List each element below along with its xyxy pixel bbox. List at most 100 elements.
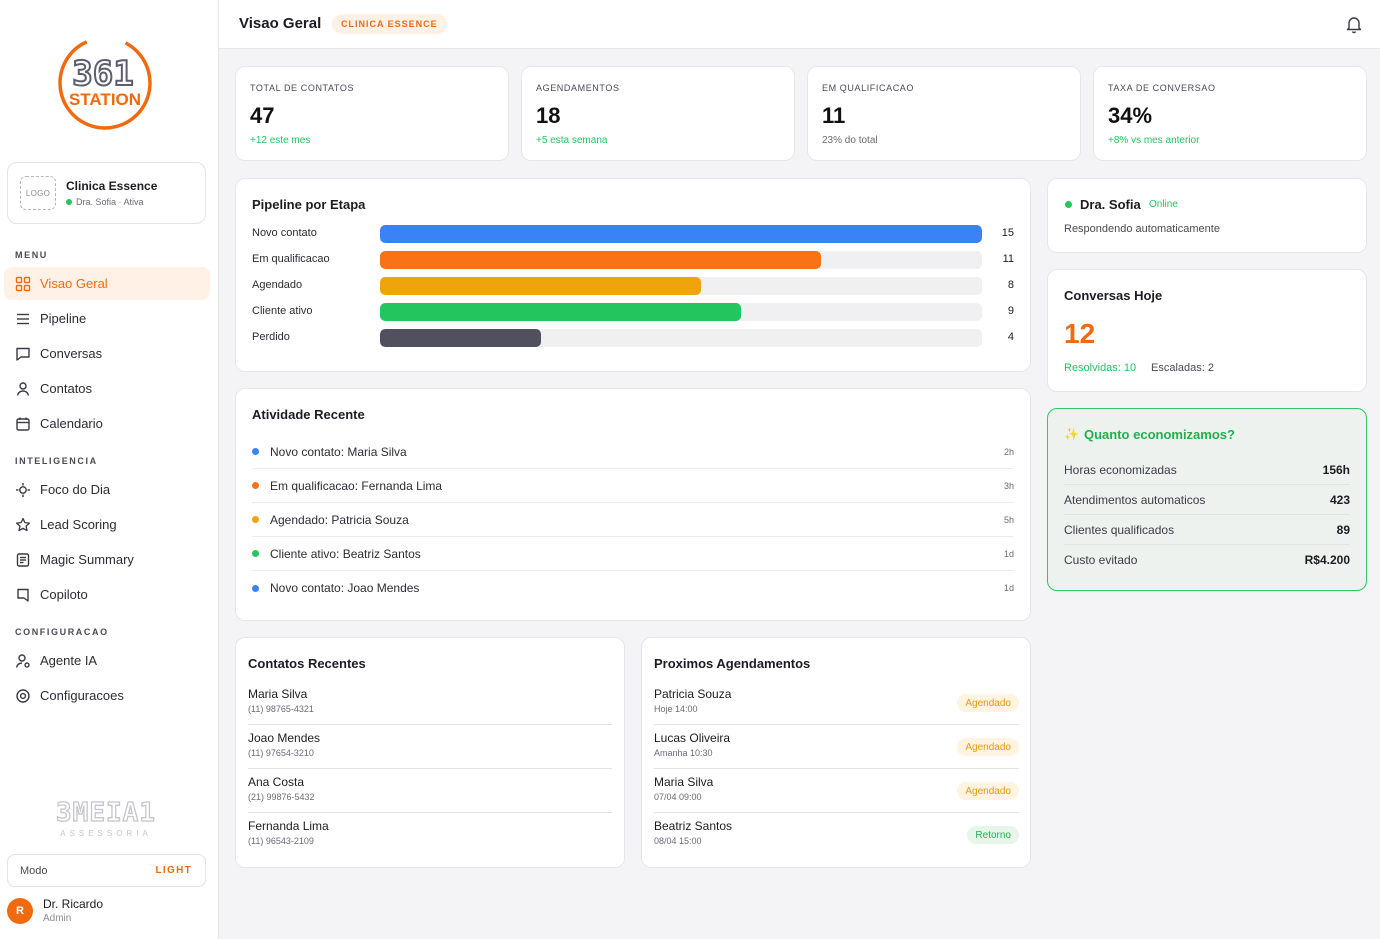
stat-label: EM QUALIFICACAO xyxy=(822,83,915,93)
activity-item[interactable]: Novo contato: Maria Silva 2h xyxy=(252,435,1014,469)
contact-phone: (11) 96543-2109 xyxy=(248,836,314,846)
stat-label: TOTAL DE CONTATOS xyxy=(250,83,355,93)
agent-status: Online xyxy=(1149,199,1178,210)
pipeline-title: Pipeline por Etapa xyxy=(252,197,366,212)
savings-label: Custo evitado xyxy=(1064,553,1138,567)
stat-sub: +8% vs mes anterior xyxy=(1108,135,1200,146)
activity-time: 3h xyxy=(1003,480,1014,491)
activity-item[interactable]: Novo contato: Joao Mendes 1d xyxy=(252,571,1014,605)
nav-item-pipeline[interactable]: Pipeline xyxy=(4,302,210,335)
appointments-card: Proximos Agendamentos Patricia Souza Hoj… xyxy=(641,637,1031,868)
list-icon xyxy=(17,313,29,324)
nav-item-label: Visao Geral xyxy=(40,276,108,291)
nav-item-label: Calendario xyxy=(40,416,103,431)
contact-row[interactable]: Joao Mendes (11) 97654-3210 xyxy=(248,725,612,769)
user-name: Dr. Ricardo xyxy=(43,897,104,911)
savings-value: 423 xyxy=(1329,492,1350,507)
savings-value: 89 xyxy=(1336,522,1350,537)
assessoria-logo: 3MEIA1 ASSESSORIA xyxy=(55,797,155,838)
page-title: Visao Geral xyxy=(239,15,322,32)
activity-text: Novo contato: Joao Mendes xyxy=(270,581,420,595)
nav-item-conversas[interactable]: Conversas xyxy=(4,337,210,370)
contact-row[interactable]: Fernanda Lima (11) 96543-2109 xyxy=(248,813,612,857)
online-dot xyxy=(1065,201,1072,208)
pipeline-row[interactable]: Cliente ativo 9 xyxy=(252,303,1014,321)
pipeline-row[interactable]: Perdido 4 xyxy=(252,329,1014,347)
stat-sub: +12 este mes xyxy=(250,135,311,146)
conversations-count: 12 xyxy=(1064,318,1096,349)
grid-icon xyxy=(15,276,31,291)
stat-label: AGENDAMENTOS xyxy=(536,83,620,93)
activity-time: 1d xyxy=(1003,548,1014,559)
pipeline-track xyxy=(380,225,982,243)
nav-item-calendario[interactable]: Calendario xyxy=(4,407,210,440)
nav-item-copiloto[interactable]: Copiloto xyxy=(4,578,210,611)
nav-item-configuracoes[interactable]: Configuracoes xyxy=(4,679,210,712)
contacts-card: Contatos Recentes Maria Silva (11) 98765… xyxy=(235,637,625,868)
savings-row: Horas economizadas 156h xyxy=(1064,455,1350,485)
savings-row: Atendimentos automaticos 423 xyxy=(1064,485,1350,515)
contact-phone: (11) 98765-4321 xyxy=(248,704,314,714)
appointment-row[interactable]: Patricia Souza Hoje 14:00 Agendado xyxy=(654,681,1019,725)
activity-dot xyxy=(252,584,259,592)
appointment-row[interactable]: Maria Silva 07/04 09:00 Agendado xyxy=(654,769,1019,813)
mode-toggle[interactable]: Modo LIGHT xyxy=(7,854,206,887)
nav-item-lead-scoring[interactable]: Lead Scoring xyxy=(4,508,210,541)
activity-item[interactable]: Cliente ativo: Beatriz Santos 1d xyxy=(252,537,1014,571)
appointment-when: 08/04 15:00 xyxy=(654,836,702,846)
activity-card: Atividade Recente Novo contato: Maria Si… xyxy=(235,388,1031,621)
nav-item-label: Copiloto xyxy=(40,587,88,602)
pipeline-row[interactable]: Agendado 8 xyxy=(252,277,1014,295)
activity-item[interactable]: Em qualificacao: Fernanda Lima 3h xyxy=(252,469,1014,503)
status-badge: Retorno xyxy=(967,826,1019,844)
chat-icon xyxy=(16,347,30,361)
svg-text:361: 361 xyxy=(72,54,133,94)
nav-item-magic-summary[interactable]: Magic Summary xyxy=(4,543,210,576)
appointment-row[interactable]: Beatriz Santos 08/04 15:00 Retorno xyxy=(654,813,1019,857)
clinic-status-text: Dra. Sofia · Ativa xyxy=(76,197,144,207)
activity-text: Agendado: Patricia Souza xyxy=(270,512,409,527)
savings-row: Clientes qualificados 89 xyxy=(1064,515,1350,545)
pipeline-row[interactable]: Em qualificacao 11 xyxy=(252,251,1014,269)
appointment-when: Hoje 14:00 xyxy=(654,704,698,714)
agent-desc: Respondendo automaticamente xyxy=(1064,223,1220,235)
stat-label: TAXA DE CONVERSAO xyxy=(1108,83,1216,93)
nav-item-contatos[interactable]: Contatos xyxy=(4,372,210,405)
clinic-name: Clinica Essence xyxy=(66,179,158,193)
activity-text: Em qualificacao: Fernanda Lima xyxy=(270,478,443,493)
activity-dot xyxy=(252,516,259,523)
nav-item-label: Pipeline xyxy=(40,311,87,326)
agent-icon xyxy=(15,653,30,668)
nav-item-agente-ia[interactable]: Agente IA xyxy=(4,644,210,677)
appointment-name: Lucas Oliveira xyxy=(654,731,731,745)
nav-item-foco-do-dia[interactable]: Foco do Dia xyxy=(4,473,210,506)
mode-value: LIGHT xyxy=(155,865,192,876)
stat-card-agendamentos: AGENDAMENTOS 18 +5 esta semana xyxy=(521,66,795,161)
pipeline-track xyxy=(380,251,982,269)
pipeline-count: 9 xyxy=(1007,305,1014,317)
nav-item-label: Configuracoes xyxy=(40,688,124,703)
contact-row[interactable]: Maria Silva (11) 98765-4321 xyxy=(248,681,612,725)
pipeline-stage-label: Cliente ativo xyxy=(252,305,313,317)
nav-section-inteligencia: INTELIGENCIA xyxy=(15,456,98,466)
station-logo: 361 STATION xyxy=(58,36,152,130)
stat-value: 34% xyxy=(1108,103,1153,128)
appointments-title: Proximos Agendamentos xyxy=(654,656,811,671)
pipeline-row[interactable]: Novo contato 15 xyxy=(252,225,1014,243)
star-icon xyxy=(15,517,31,531)
activity-item[interactable]: Agendado: Patricia Souza 5h xyxy=(252,503,1014,537)
bell-icon[interactable] xyxy=(1344,14,1364,34)
savings-label: Clientes qualificados xyxy=(1064,522,1175,537)
pipeline-bar xyxy=(380,329,541,347)
avatar[interactable]: R xyxy=(7,898,33,924)
savings-label: Horas economizadas xyxy=(1064,462,1177,477)
contact-row[interactable]: Ana Costa (21) 99876-5432 xyxy=(248,769,612,813)
user-icon xyxy=(16,381,30,396)
appointment-row[interactable]: Lucas Oliveira Amanha 10:30 Agendado xyxy=(654,725,1019,769)
nav-item-visao-geral[interactable]: Visao Geral xyxy=(4,267,210,300)
clinic-card[interactable]: LOGO Clinica Essence Dra. Sofia · Ativa xyxy=(7,162,206,224)
activity-dot xyxy=(252,448,259,455)
bookmark-icon xyxy=(17,588,29,602)
appointment-when: Amanha 10:30 xyxy=(654,748,713,758)
appointment-name: Beatriz Santos xyxy=(654,819,733,833)
